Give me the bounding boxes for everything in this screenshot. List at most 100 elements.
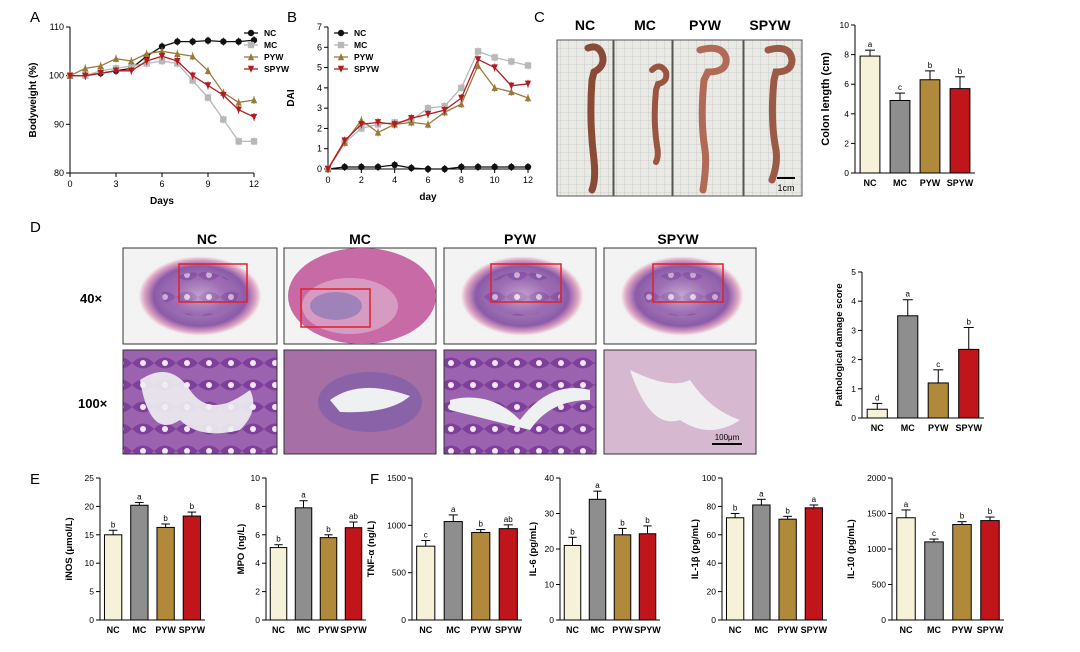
x-tick-label: PYW (612, 625, 633, 635)
y-tick-label: 80 (707, 501, 717, 511)
data-point-spyw (220, 91, 227, 99)
data-point-mc (424, 104, 432, 112)
histo-40-pyw-lumen (484, 272, 560, 316)
x-tick-label: 6 (425, 175, 430, 185)
significance-letter: a (451, 505, 456, 514)
data-point-pyw (374, 128, 382, 136)
significance-letter: a (301, 491, 306, 500)
y-tick-label: 10 (251, 473, 261, 483)
bar-nc (859, 55, 881, 174)
y-tick-label: 3 (317, 103, 322, 113)
chart-mpo: 0 2 4 6 8 10 MPO (ng/L) b NC a MC b PYW ab SPYW (236, 473, 367, 635)
data-point-nc (235, 38, 242, 45)
y-tick-label: 1500 (387, 473, 406, 483)
significance-letter: b (163, 514, 168, 523)
significance-letter: b (967, 317, 972, 326)
colon-scalebar-label: 1cm (777, 183, 794, 193)
legend-label-spyw: SPYW (264, 64, 290, 74)
data-point-spyw (189, 72, 196, 80)
data-point-pyw (424, 120, 432, 128)
histo-40-nc-roi (178, 263, 248, 303)
bar-pyw (778, 518, 797, 621)
bar-spyw (949, 88, 971, 174)
data-point-spyw (491, 64, 498, 72)
chart-il1b: 0 20 40 60 80 100 IL-1β (pg/mL) b NC a MC b PYW a SPYW (690, 473, 828, 635)
legend-label-mc: MC (264, 40, 277, 50)
colon-tissue-spyw (764, 44, 796, 184)
data-point-spyw (174, 57, 181, 65)
histo-100-spyw-lumen (630, 370, 740, 430)
chart-colon-length: 0 2 4 6 8 10 Colon length (cm) a NC c MC b PYW b SPYW (820, 20, 975, 188)
data-point-spyw (97, 70, 104, 77)
x-tick-label: MC (297, 625, 311, 635)
histo-100-nc-lumen (140, 372, 254, 434)
chart-il6: 0 10 20 30 40 IL-6 (pg/mL) b NC a MC b PYW b SPYW (528, 473, 661, 635)
y-tick-label: 40 (545, 473, 555, 483)
data-point-spyw (341, 137, 348, 145)
data-point-spyw (424, 111, 432, 118)
data-point-pyw (112, 54, 120, 62)
y-tick-label: 0 (549, 615, 554, 625)
data-point-nc (424, 165, 432, 173)
y-tick-label: 0 (711, 615, 716, 625)
x-tick-label: NC (864, 178, 877, 188)
y-tick-label: 40 (707, 558, 717, 568)
significance-letter: c (932, 529, 936, 538)
x-tick-label: NC (566, 625, 579, 635)
data-point-spyw (458, 94, 465, 102)
colon-tissue-pyw (696, 44, 730, 194)
x-tick-label: SPYW (977, 625, 1004, 635)
bar-spyw (958, 348, 980, 419)
y-tick-label: 0 (317, 164, 322, 174)
data-point-pyw (491, 84, 498, 92)
x-tick-label: NC (272, 625, 285, 635)
histo-label-nc: NC (197, 231, 217, 247)
x-tick-label: SPYW (947, 178, 974, 188)
y-tick-label: 5 (317, 63, 322, 73)
histo-40-spyw-lumen (644, 272, 720, 316)
panel-letter-b: B (287, 9, 297, 26)
y-tick-label: 500 (392, 568, 406, 578)
data-point-nc (204, 37, 212, 44)
bar-nc (866, 408, 888, 419)
significance-letter: b (645, 516, 650, 525)
colon-photo-mc (613, 39, 673, 197)
legend-label-spyw: SPYW (354, 64, 380, 74)
data-point-pyw (97, 62, 104, 70)
bar-spyw (498, 528, 518, 621)
bar-mc (130, 504, 149, 621)
legend-marker (337, 41, 345, 49)
legend-marker (247, 53, 255, 61)
x-tick-label: MC (927, 625, 941, 635)
data-point-nc (250, 36, 258, 44)
x-tick-label: SPYW (634, 625, 661, 635)
data-point-nc (189, 38, 196, 45)
histo-40-mc-lumen (310, 292, 362, 320)
bar-spyw (344, 527, 363, 621)
histo-40-mc-roi (300, 288, 371, 328)
data-point-nc (358, 163, 365, 171)
data-point-mc (491, 54, 498, 61)
significance-letter: a (137, 492, 142, 501)
x-tick-label: PYW (920, 178, 941, 188)
x-tick-label: MC (754, 625, 768, 635)
bar-pyw (613, 534, 632, 621)
data-point-spyw (143, 57, 150, 65)
x-axis-label: Days (150, 196, 174, 207)
colon-label-spyw: SPYW (749, 17, 791, 33)
legend-marker (247, 29, 255, 37)
bar-mc (897, 315, 919, 419)
data-point-spyw (128, 67, 135, 75)
bar-mc (752, 504, 771, 621)
x-axis-label: day (419, 192, 437, 203)
bar-nc (896, 517, 916, 621)
histo-scalebar-label: 100μm (715, 433, 740, 442)
bar-nc (725, 517, 745, 621)
data-point-pyw (508, 88, 515, 96)
y-axis-label: Bodyweight (%) (28, 63, 39, 138)
bar-pyw (319, 537, 338, 621)
bar-mc (924, 541, 944, 621)
x-tick-label: PYW (470, 625, 491, 635)
data-point-pyw (458, 100, 465, 108)
y-tick-label: 60 (707, 530, 717, 540)
